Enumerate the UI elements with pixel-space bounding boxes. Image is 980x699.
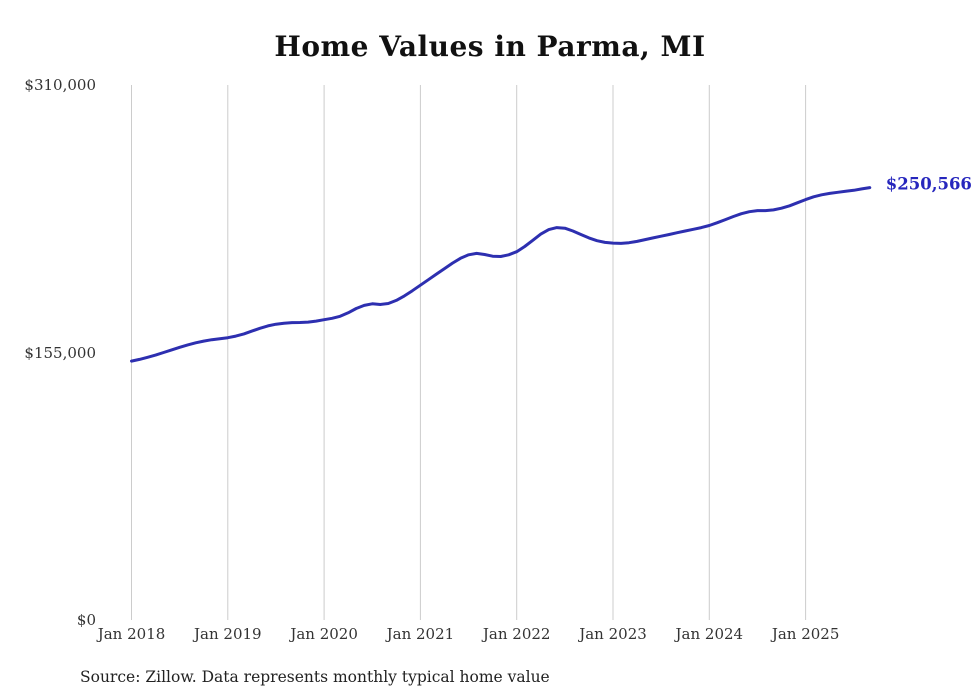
- x-tick-label: Jan 2021: [386, 625, 455, 643]
- current-value-label: $250,566: [885, 174, 972, 194]
- y-tick-label: $310,000: [24, 76, 96, 94]
- x-tick-label: Jan 2019: [194, 625, 262, 643]
- source-note: Source: Zillow. Data represents monthly …: [80, 668, 550, 686]
- chart-title: Home Values in Parma, MI: [274, 30, 706, 63]
- x-tick-label: Jan 2023: [579, 625, 647, 643]
- x-tick-label: Jan 2020: [290, 625, 358, 643]
- y-tick-label: $155,000: [24, 343, 96, 362]
- home-value-line: [130, 186, 872, 363]
- x-tick-label: Jan 2018: [97, 625, 166, 643]
- gridlines: [131, 85, 807, 620]
- x-tick-label: Jan 2022: [482, 625, 551, 643]
- y-tick-label: $0: [76, 611, 96, 629]
- x-tick-label: Jan 2025: [771, 625, 840, 643]
- x-tick-label: Jan 2024: [675, 625, 744, 643]
